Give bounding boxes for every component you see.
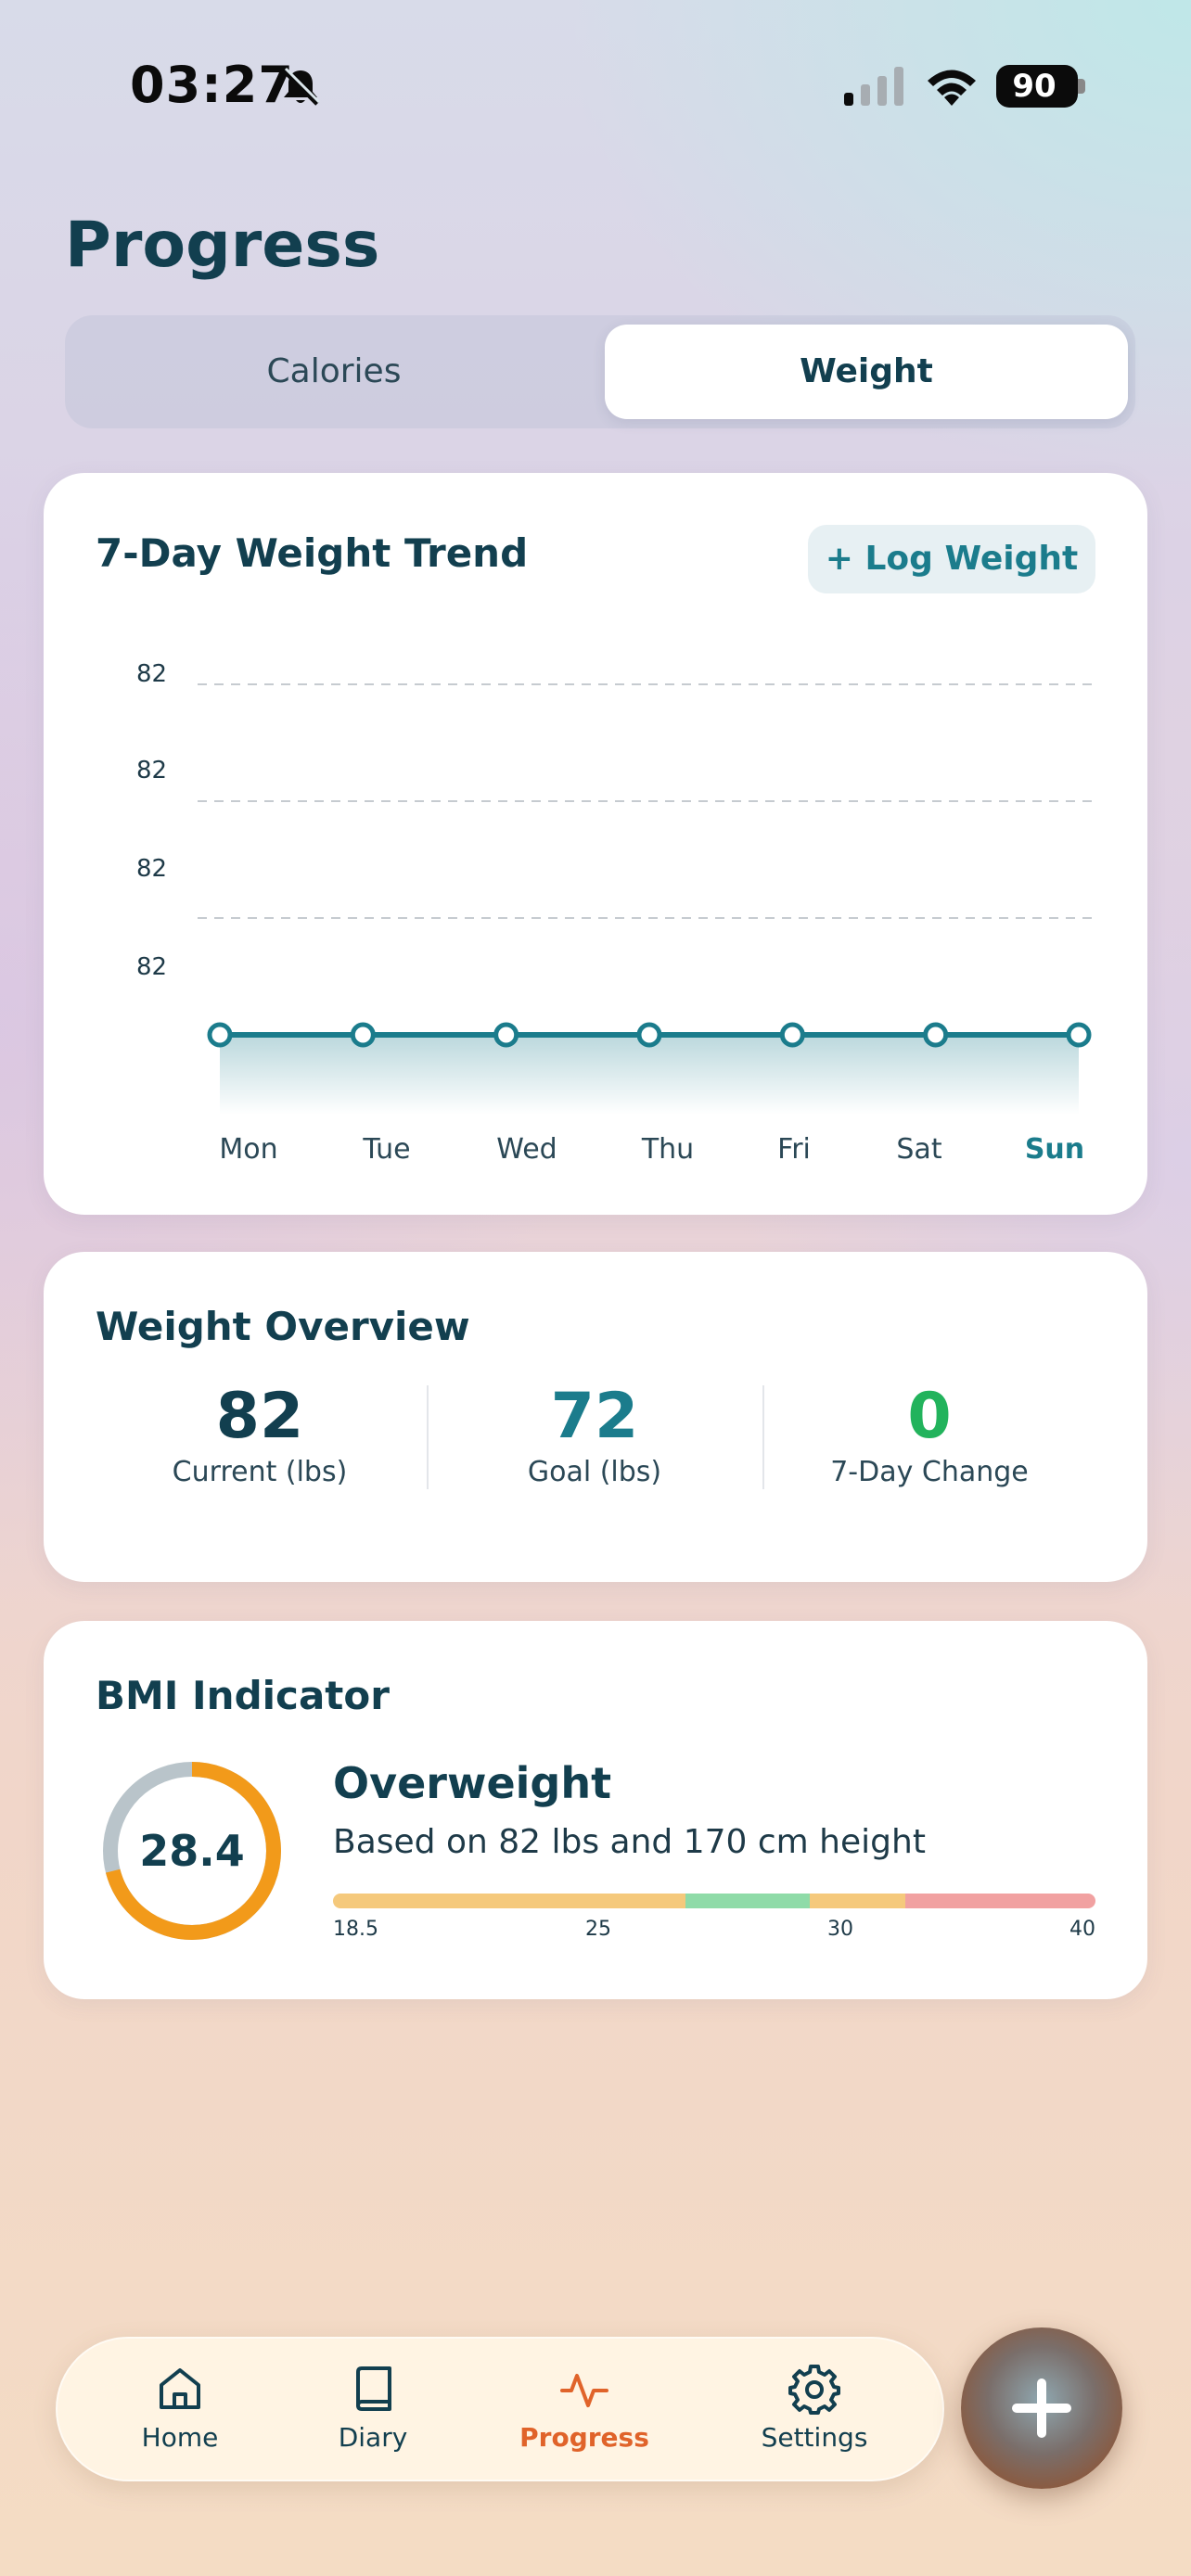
nav-item-diary[interactable]: Diary: [289, 2363, 456, 2453]
tab-calories[interactable]: Calories: [266, 352, 402, 390]
data-point-fri: [779, 1022, 805, 1048]
add-entry-button[interactable]: [961, 2327, 1122, 2489]
gear-icon: [788, 2365, 840, 2415]
data-point-mon: [207, 1022, 233, 1048]
wifi-icon: [928, 70, 976, 106]
current-weight-metric: 82 Current (lbs): [93, 1380, 427, 1489]
x-tick-wed: Wed: [496, 1133, 557, 1166]
y-tick-label: 82: [136, 953, 168, 981]
x-tick-fri: Fri: [777, 1133, 811, 1166]
nav-label-diary: Diary: [338, 2422, 408, 2453]
y-tick-label: 82: [136, 855, 168, 883]
bmi-scale-label: 40: [1069, 1918, 1095, 1941]
status-time: 03:27: [130, 56, 294, 114]
data-point-thu: [636, 1022, 662, 1048]
home-icon: [160, 2368, 200, 2409]
bmi-scale-segment: [810, 1894, 905, 1908]
weight-trend-chart: [198, 683, 1095, 1115]
x-tick-thu: Thu: [641, 1133, 695, 1166]
data-point-tue: [350, 1022, 376, 1048]
weekly-change-label: 7-Day Change: [830, 1456, 1029, 1488]
weight-overview-card: Weight Overview 82 Current (lbs) 72 Goal…: [44, 1252, 1147, 1582]
bmi-scale-label: 25: [585, 1918, 611, 1941]
x-tick-tue: Tue: [363, 1133, 411, 1166]
bmi-title: BMI Indicator: [96, 1673, 390, 1718]
x-tick-sun: Sun: [1024, 1133, 1085, 1166]
trend-card-title: 7-Day Weight Trend: [96, 530, 529, 576]
metric-divider: [427, 1385, 429, 1489]
y-tick-label: 82: [136, 757, 168, 784]
x-tick-sat: Sat: [896, 1133, 942, 1166]
bmi-progress-ring: [103, 1762, 281, 1940]
page-title: Progress: [65, 209, 380, 282]
goal-weight-label: Goal (lbs): [527, 1456, 662, 1488]
nav-label-progress: Progress: [519, 2422, 649, 2453]
current-weight-value: 82: [215, 1380, 304, 1453]
bell-slash-icon: [282, 67, 321, 106]
bmi-description: Based on 82 lbs and 170 cm height: [333, 1823, 926, 1861]
bottom-navigation: Home Diary Progress Settings: [56, 2337, 944, 2481]
plus-icon: [1012, 2378, 1071, 2438]
bmi-scale-label: 18.5: [333, 1918, 378, 1941]
metric-divider: [762, 1385, 764, 1489]
bmi-scale-segment: [333, 1894, 685, 1908]
nav-item-home[interactable]: Home: [96, 2363, 263, 2453]
weekly-change-metric: 0 7-Day Change: [762, 1380, 1096, 1489]
nav-label-settings: Settings: [761, 2422, 868, 2453]
trend-area-fill: [220, 1035, 1079, 1115]
data-point-wed: [493, 1022, 519, 1048]
data-point-sun: [1066, 1022, 1092, 1048]
bmi-scale-label: 30: [827, 1918, 853, 1941]
status-bar: 03:27 90: [0, 0, 1191, 176]
goal-weight-value: 72: [550, 1380, 639, 1453]
view-segmented-control: Calories Weight: [65, 315, 1135, 428]
current-weight-label: Current (lbs): [172, 1456, 348, 1488]
x-tick-mon: Mon: [219, 1133, 278, 1166]
cellular-signal-icon: [844, 67, 903, 106]
book-icon: [356, 2366, 391, 2411]
bmi-indicator-card: BMI Indicator 28.4 Overweight Based on 8…: [44, 1621, 1147, 1999]
nav-item-progress[interactable]: Progress: [501, 2363, 668, 2453]
battery-indicator: 90: [996, 65, 1085, 108]
nav-label-home: Home: [141, 2422, 219, 2453]
bmi-scale-bar: [333, 1894, 1095, 1908]
bmi-scale-segment: [905, 1894, 1095, 1908]
nav-item-settings[interactable]: Settings: [731, 2363, 898, 2453]
y-tick-label: 82: [136, 660, 168, 688]
goal-weight-metric: 72 Goal (lbs): [428, 1380, 762, 1489]
weight-trend-card: 7-Day Weight Trend + Log Weight 82 82 82…: [44, 473, 1147, 1215]
data-point-sat: [923, 1022, 949, 1048]
bmi-value: 28.4: [139, 1826, 245, 1876]
overview-title: Weight Overview: [96, 1304, 470, 1349]
battery-level: 90: [1012, 68, 1057, 105]
bmi-scale-segment: [685, 1894, 810, 1908]
weekly-change-value: 0: [907, 1380, 952, 1453]
log-weight-button[interactable]: + Log Weight: [808, 525, 1095, 593]
bmi-category: Overweight: [333, 1758, 612, 1808]
activity-icon: [560, 2374, 608, 2407]
tab-weight[interactable]: Weight: [605, 325, 1128, 419]
